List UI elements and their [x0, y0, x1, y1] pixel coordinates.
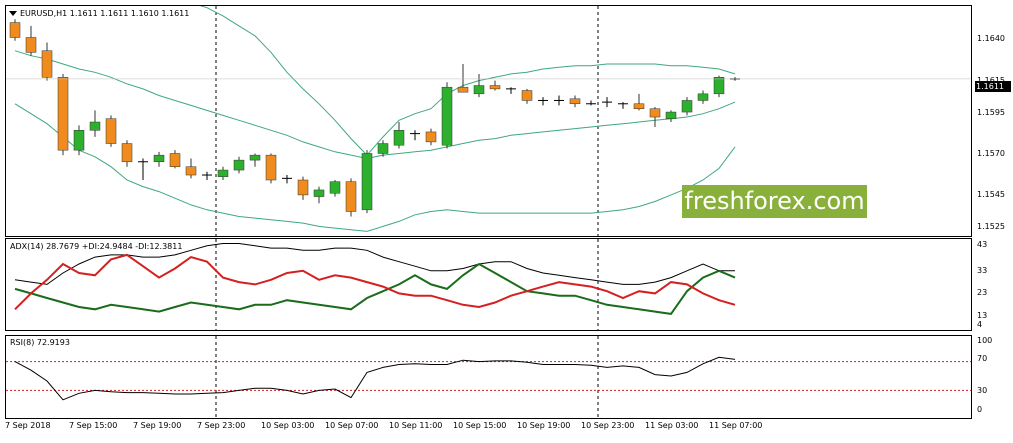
candle-body — [633, 103, 645, 109]
rsi-chart-svg — [6, 336, 971, 418]
adx-panel[interactable]: ADX(14) 28.7679 +DI:24.9484 -DI:12.3811 — [5, 238, 972, 331]
candle-body — [153, 154, 165, 163]
rsi-line — [14, 356, 736, 401]
candle-body — [521, 90, 533, 101]
bollinger-upper-line — [199, 6, 736, 156]
time-tick: 11 Sep 07:00 — [709, 421, 763, 430]
freshforex-watermark: freshforex.com — [682, 185, 867, 218]
price-tick: 1.1525 — [977, 222, 1005, 231]
plus-di-line — [14, 262, 736, 315]
candle-body — [265, 154, 277, 181]
candle-body — [89, 121, 101, 131]
chart-header-text: EURUSD,H1 1.1611 1.1611 1.1610 1.1611 — [20, 9, 190, 18]
rsi-tick: 70 — [977, 354, 988, 363]
candle-body — [473, 85, 485, 95]
price-tick: 1.1570 — [977, 149, 1005, 158]
candle-body — [665, 111, 677, 119]
candle-body — [489, 85, 501, 90]
time-tick: 10 Sep 15:00 — [453, 421, 507, 430]
candle-body — [329, 181, 341, 194]
time-tick: 7 Sep 15:00 — [69, 421, 118, 430]
adx-label: ADX(14) 28.7679 +DI:24.9484 -DI:12.3811 — [10, 242, 183, 251]
time-tick: 10 Sep 07:00 — [325, 421, 379, 430]
bollinger-middle-line — [14, 50, 736, 160]
time-tick: 7 Sep 2018 — [5, 421, 51, 430]
price-tick: 1.1640 — [977, 34, 1005, 43]
rsi-label: RSI(8) 72.9193 — [10, 338, 70, 347]
candle-body — [457, 86, 469, 93]
time-tick: 10 Sep 11:00 — [389, 421, 443, 430]
time-tick: 11 Sep 03:00 — [645, 421, 699, 430]
minus-di-line — [14, 253, 736, 311]
candle-body — [569, 98, 581, 105]
candle-body — [361, 153, 373, 211]
candle-body — [681, 100, 693, 113]
candle-body — [217, 169, 229, 177]
candle-body — [105, 118, 117, 144]
candle-body — [73, 130, 85, 151]
candle-body — [57, 77, 69, 151]
candle-body — [249, 154, 261, 161]
current-price-label: 1.1611 — [975, 81, 1011, 92]
candle-body — [713, 77, 725, 95]
bollinger-lower-line — [14, 103, 736, 232]
candle-body — [697, 93, 709, 101]
chart-header: EURUSD,H1 1.1611 1.1611 1.1610 1.1611 — [9, 9, 189, 19]
candle-body — [297, 179, 309, 196]
price-tick: 1.1595 — [977, 108, 1005, 117]
candle-body — [313, 189, 325, 197]
candle-body — [441, 86, 453, 146]
candle-body — [185, 166, 197, 176]
candle-body — [649, 108, 661, 118]
rsi-tick: 100 — [977, 336, 993, 345]
rsi-tick: 0 — [977, 405, 983, 414]
rsi-tick: 30 — [977, 386, 988, 395]
adx-line — [14, 243, 735, 285]
candle-body — [377, 143, 389, 154]
candle-body — [41, 50, 53, 78]
adx-chart-svg — [14, 239, 736, 330]
time-tick: 10 Sep 19:00 — [517, 421, 571, 430]
price-tick: 1.1615 — [977, 76, 1005, 86]
adx-tick: 13 — [977, 311, 988, 320]
time-tick: 7 Sep 23:00 — [197, 421, 246, 430]
adx-tick: 43 — [977, 240, 988, 249]
adx-tick: 23 — [977, 288, 988, 297]
time-tick: 10 Sep 23:00 — [581, 421, 635, 430]
price-chart-panel[interactable]: EURUSD,H1 1.1611 1.1611 1.1610 1.1611 — [5, 5, 972, 237]
candle-body — [25, 37, 37, 53]
candle-body — [425, 131, 437, 143]
time-tick: 10 Sep 03:00 — [261, 421, 315, 430]
candle-body — [233, 159, 245, 171]
price-chart-svg — [6, 6, 971, 236]
time-tick: 7 Sep 19:00 — [133, 421, 182, 430]
adx-tick: 4 — [977, 320, 983, 329]
adx-tick: 33 — [977, 266, 988, 275]
candle-body — [9, 22, 21, 38]
price-tick: 1.1545 — [977, 190, 1005, 199]
dropdown-arrow-icon[interactable] — [9, 11, 17, 16]
candle-body — [121, 143, 133, 163]
candle-body — [345, 181, 357, 212]
candle-body — [169, 153, 181, 167]
candle-body — [393, 130, 405, 146]
rsi-panel[interactable]: RSI(8) 72.9193 — [5, 335, 972, 419]
